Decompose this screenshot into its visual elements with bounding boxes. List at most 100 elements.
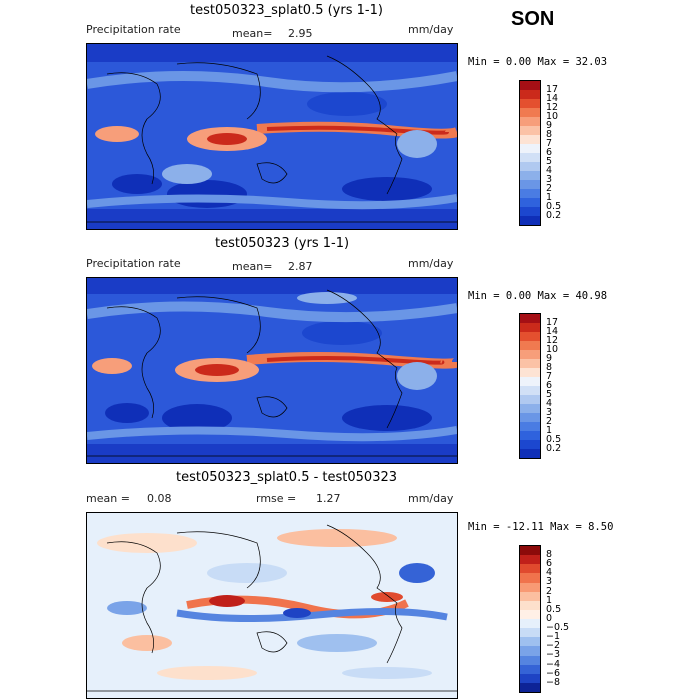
colorbar-tick-label: 10 bbox=[546, 344, 559, 355]
colorbar-tick-label: 4 bbox=[546, 567, 553, 579]
panel2-title: test050323 (yrs 1-1) bbox=[215, 236, 350, 251]
colorbar-swatch bbox=[520, 564, 540, 574]
colorbar-swatch bbox=[520, 600, 540, 610]
colorbar-tick-label: 7 bbox=[546, 371, 553, 382]
panel3-mean-value: 0.08 bbox=[147, 492, 172, 505]
panel2-minmax: Min = 0.00 Max = 40.98 bbox=[468, 290, 608, 302]
panel3-map-field bbox=[87, 513, 457, 698]
panel3-title: test050323_splat0.5 - test050323 bbox=[176, 470, 398, 485]
colorbar-tick-label: 0.5 bbox=[546, 201, 562, 212]
panel1-title: test050323_splat0.5 (yrs 1-1) bbox=[190, 3, 383, 18]
colorbar-swatch bbox=[520, 314, 540, 323]
colorbar-swatch bbox=[520, 135, 540, 144]
panel2-map bbox=[86, 277, 458, 464]
colorbar-swatch bbox=[520, 431, 540, 440]
colorbar-tick-label: 8 bbox=[546, 129, 553, 140]
panel1-units: mm/day bbox=[408, 23, 454, 36]
colorbar-tick-label: 10 bbox=[546, 111, 559, 122]
panel1-variable-label: Precipitation rate bbox=[86, 23, 181, 36]
colorbar-swatch bbox=[520, 126, 540, 135]
panel1-colorbar-labels: 17 14 12 10 9 8 7 6 5 4 3 2 1 0.5 0.2 bbox=[546, 84, 562, 221]
panel2-colorbar-swatches bbox=[520, 314, 540, 458]
colorbar-swatch bbox=[520, 332, 540, 341]
colorbar-swatch bbox=[520, 162, 540, 171]
colorbar-swatch bbox=[520, 395, 540, 404]
panel3-rmse-value: 1.27 bbox=[316, 492, 341, 505]
panel2-units: mm/day bbox=[408, 257, 454, 270]
colorbar-tick-label: 9 bbox=[546, 120, 553, 131]
colorbar-tick-label: 5 bbox=[546, 156, 553, 167]
colorbar-tick-label: 0 bbox=[546, 612, 553, 624]
colorbar-tick-label: −3 bbox=[546, 649, 561, 661]
colorbar-tick-label: 7 bbox=[546, 138, 553, 149]
colorbar-tick-label: 0.2 bbox=[546, 210, 562, 221]
colorbar-tick-label: 12 bbox=[546, 335, 559, 346]
colorbar-tick-label: 2 bbox=[546, 585, 553, 597]
colorbar-swatch bbox=[520, 673, 540, 683]
colorbar-tick-label: −4 bbox=[546, 658, 561, 670]
colorbar-swatch bbox=[520, 655, 540, 665]
colorbar-swatch bbox=[520, 99, 540, 108]
colorbar-tick-label: 4 bbox=[546, 398, 553, 409]
colorbar-swatch bbox=[520, 198, 540, 207]
panel2-map-field bbox=[87, 278, 457, 463]
colorbar-tick-label: 4 bbox=[546, 165, 553, 176]
colorbar-swatch bbox=[520, 323, 540, 332]
colorbar-swatch bbox=[520, 646, 540, 656]
panel1-minmax: Min = 0.00 Max = 32.03 bbox=[468, 56, 608, 68]
colorbar-tick-label: 3 bbox=[546, 407, 553, 418]
panel2-colorbar bbox=[519, 313, 541, 459]
colorbar-tick-label: 0.2 bbox=[546, 443, 562, 454]
colorbar-tick-label: 3 bbox=[546, 576, 553, 588]
panel1-mean-label: mean= bbox=[232, 27, 273, 40]
panel3-minmax: Min = -12.11 Max = 8.50 bbox=[468, 521, 614, 533]
colorbar-tick-label: 6 bbox=[546, 380, 553, 391]
colorbar-tick-label: 1 bbox=[546, 594, 553, 606]
colorbar-swatch bbox=[520, 341, 540, 350]
colorbar-swatch bbox=[520, 216, 540, 225]
panel3-rmse-label: rmse = bbox=[256, 492, 297, 505]
colorbar-tick-label: 0.5 bbox=[546, 434, 562, 445]
colorbar-swatch bbox=[520, 144, 540, 153]
colorbar-tick-label: 6 bbox=[546, 558, 553, 570]
colorbar-tick-label: 5 bbox=[546, 389, 553, 400]
colorbar-tick-label: 17 bbox=[546, 317, 559, 328]
colorbar-swatch bbox=[520, 153, 540, 162]
colorbar-tick-label: 14 bbox=[546, 326, 559, 337]
colorbar-tick-label: 17 bbox=[546, 84, 559, 95]
colorbar-tick-label: 12 bbox=[546, 102, 559, 113]
panel3-units: mm/day bbox=[408, 492, 454, 505]
season-label: SON bbox=[511, 8, 555, 30]
colorbar-swatch bbox=[520, 171, 540, 180]
colorbar-swatch bbox=[520, 582, 540, 592]
colorbar-swatch bbox=[520, 440, 540, 449]
colorbar-tick-label: 2 bbox=[546, 416, 553, 427]
colorbar-swatch bbox=[520, 359, 540, 368]
colorbar-swatch bbox=[520, 413, 540, 422]
colorbar-swatch bbox=[520, 368, 540, 377]
colorbar-tick-label: 1 bbox=[546, 425, 553, 436]
panel3-colorbar-swatches bbox=[520, 546, 540, 692]
colorbar-swatch bbox=[520, 180, 540, 189]
panel1-colorbar-swatches bbox=[520, 81, 540, 225]
colorbar-swatch bbox=[520, 449, 540, 458]
colorbar-tick-label: 6 bbox=[546, 147, 553, 158]
colorbar-swatch bbox=[520, 404, 540, 413]
colorbar-swatch bbox=[520, 422, 540, 431]
panel2-colorbar-labels: 17 14 12 10 9 8 7 6 5 4 3 2 1 0.5 0.2 bbox=[546, 317, 562, 454]
panel1-map-field bbox=[87, 44, 457, 229]
panel2-mean-value: 2.87 bbox=[288, 260, 313, 273]
colorbar-swatch bbox=[520, 117, 540, 126]
colorbar-swatch bbox=[520, 546, 540, 556]
colorbar-swatch bbox=[520, 664, 540, 674]
colorbar-swatch bbox=[520, 619, 540, 629]
colorbar-tick-label: −2 bbox=[546, 640, 561, 652]
colorbar-swatch bbox=[520, 628, 540, 638]
colorbar-swatch bbox=[520, 108, 540, 117]
colorbar-tick-label: −8 bbox=[546, 676, 561, 688]
colorbar-swatch bbox=[520, 573, 540, 583]
colorbar-swatch bbox=[520, 90, 540, 99]
colorbar-tick-label: −6 bbox=[546, 667, 561, 679]
colorbar-tick-label: −1 bbox=[546, 631, 561, 643]
panel1-colorbar bbox=[519, 80, 541, 226]
